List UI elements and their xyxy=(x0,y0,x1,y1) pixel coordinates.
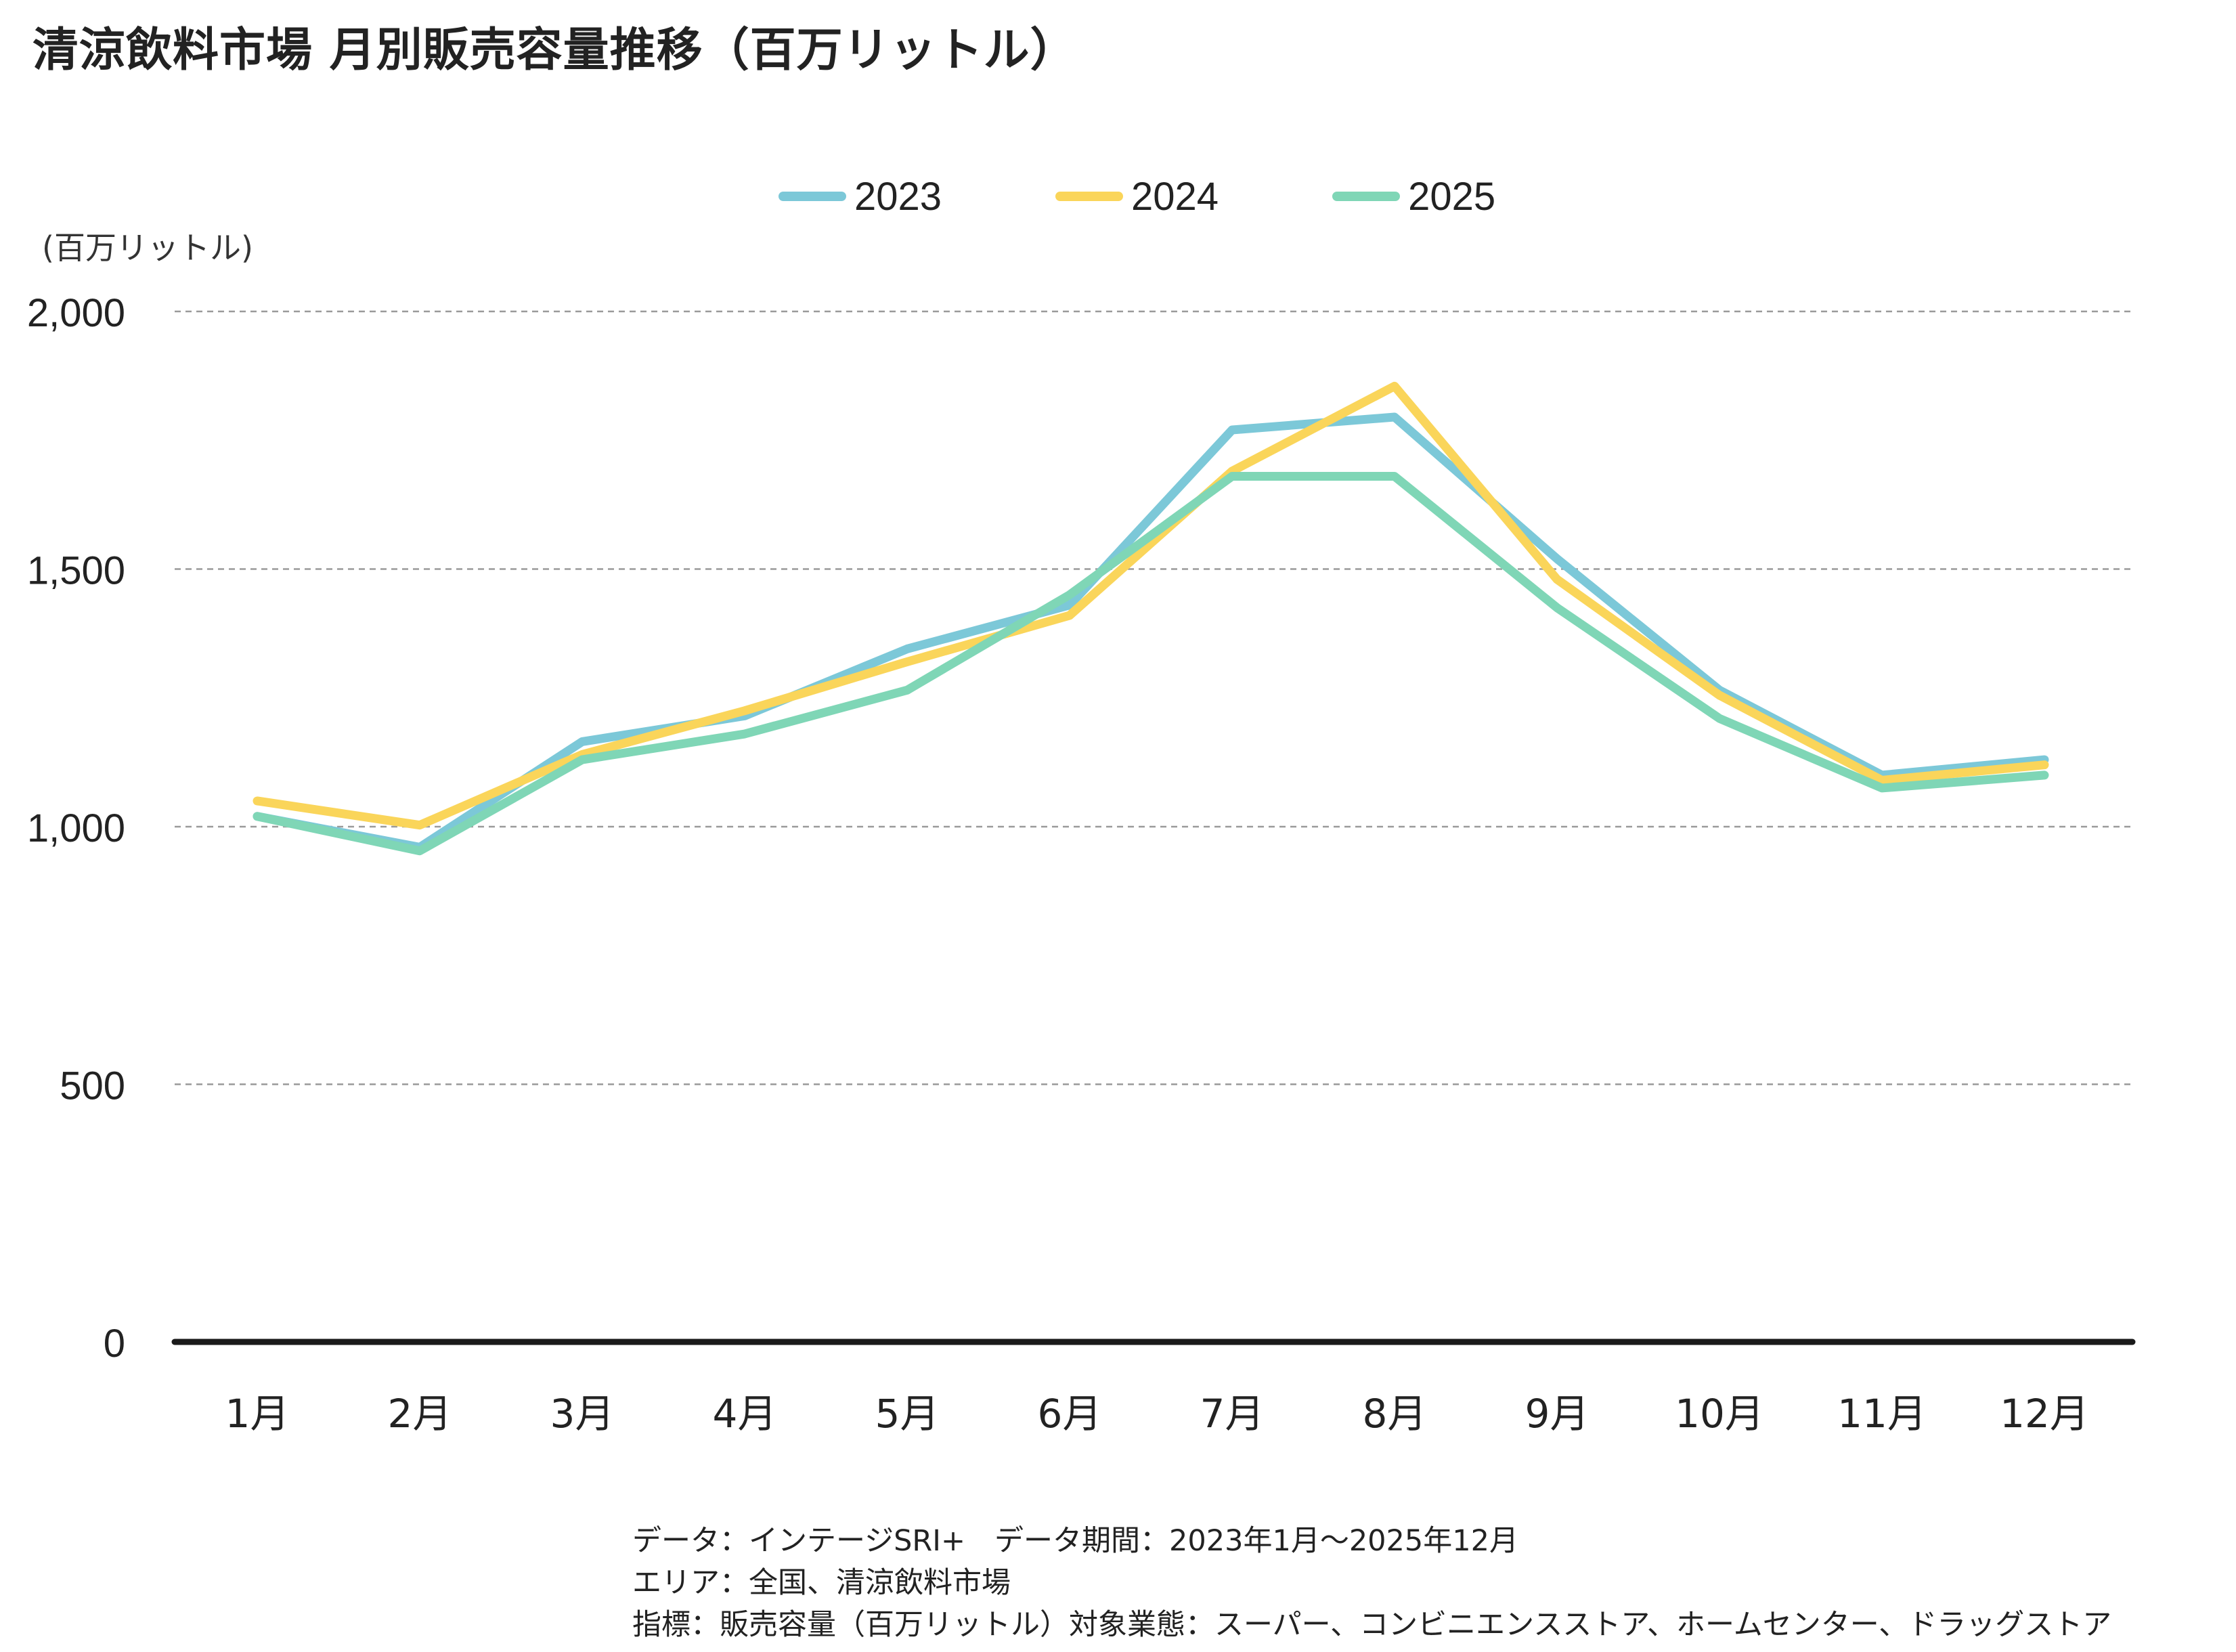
x-tick-label: 8月 xyxy=(1363,1391,1427,1437)
legend-swatch-2023 xyxy=(779,192,846,201)
legend-item-2025: 2025 xyxy=(1332,174,1495,219)
series-line-2024 xyxy=(253,381,2049,830)
x-tick-label: 1月 xyxy=(225,1391,290,1437)
chart-title: 清涼飲料市場 月別販売容量推移（百万リットル） xyxy=(32,24,1077,77)
legend-label-2023: 2023 xyxy=(854,174,942,219)
y-tick-label: 1,000 xyxy=(27,806,125,850)
series-line-2023 xyxy=(253,412,2049,852)
x-tick-label: 5月 xyxy=(875,1391,940,1437)
legend-swatch-2024 xyxy=(1055,192,1124,201)
series-line-2025 xyxy=(253,472,2049,856)
x-tick-label: 11月 xyxy=(1837,1391,1927,1437)
legend-item-2023: 2023 xyxy=(779,174,942,219)
legend-item-2024: 2024 xyxy=(1055,174,1219,219)
source-line-data: データ：インテージSRI+ データ期間：2023年1月～2025年12月 xyxy=(632,1524,1518,1558)
x-tick-label: 6月 xyxy=(1038,1391,1102,1437)
x-tick-label: 2月 xyxy=(388,1391,452,1437)
legend-swatch-2025 xyxy=(1332,192,1401,201)
y-tick-label: 0 xyxy=(104,1322,125,1366)
legend-label-2024: 2024 xyxy=(1131,174,1219,219)
x-tick-label: 12月 xyxy=(2000,1391,2089,1437)
source-note: データ：インテージSRI+ データ期間：2023年1月～2025年12月 エリア… xyxy=(632,1520,2111,1646)
y-tick-label: 2,000 xyxy=(27,291,125,335)
source-line-metric: 指標：販売容量（百万リットル）対象業態：スーパー、コンビニエンスストア、ホームセ… xyxy=(632,1608,2112,1642)
legend-label-2025: 2025 xyxy=(1408,174,1496,219)
y-axis-unit-label: (百万リットル) xyxy=(42,230,253,266)
x-tick-label: 7月 xyxy=(1200,1391,1265,1437)
x-tick-label: 3月 xyxy=(550,1391,615,1437)
y-tick-label: 500 xyxy=(60,1064,125,1108)
gridlines xyxy=(175,310,2132,1085)
series-lines xyxy=(253,381,2049,856)
x-tick-label: 9月 xyxy=(1525,1391,1590,1437)
x-tick-label: 4月 xyxy=(713,1391,777,1437)
x-tick-label: 10月 xyxy=(1675,1391,1764,1437)
y-tick-label: 1,500 xyxy=(27,549,125,593)
legend: 2023 2024 2025 xyxy=(779,169,1609,223)
source-line-area: エリア：全国、清涼飲料市場 xyxy=(632,1566,1011,1600)
x-tick-labels: 1月 2月 3月 4月 5月 6月 7月 8月 9月 10月 11月 12月 xyxy=(225,1391,2089,1437)
y-tick-labels: 0 500 1,000 1,500 2,000 xyxy=(27,291,125,1366)
